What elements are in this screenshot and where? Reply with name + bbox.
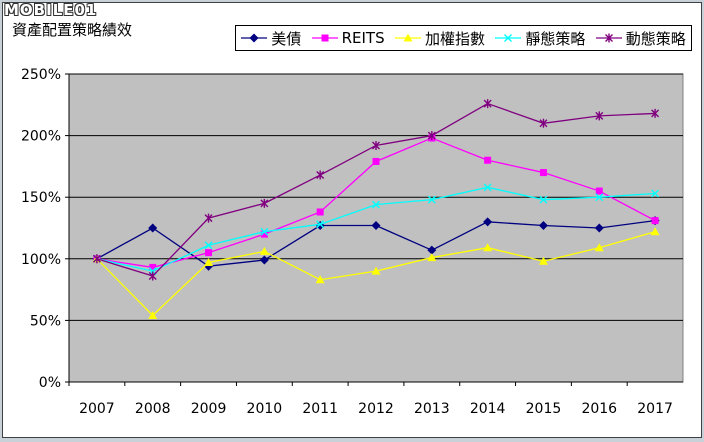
data-point bbox=[205, 249, 213, 257]
x-tick-label: 2012 bbox=[358, 401, 394, 417]
data-point bbox=[372, 140, 380, 150]
data-point bbox=[204, 213, 213, 223]
x-tick-label: 2015 bbox=[526, 401, 562, 417]
data-point bbox=[260, 198, 269, 208]
data-point bbox=[484, 156, 492, 164]
data-point bbox=[260, 230, 268, 238]
x-tick-label: 2009 bbox=[191, 401, 227, 417]
chart-title: 資產配置策略績效 bbox=[12, 21, 133, 39]
data-point bbox=[483, 99, 492, 109]
watermark-logo: MOBILE01 bbox=[4, 1, 98, 19]
data-point bbox=[148, 310, 158, 319]
data-point bbox=[204, 257, 214, 266]
chart-legend: 美債 REITS 加權指數 靜態策略 動態策略 bbox=[235, 25, 692, 51]
data-point bbox=[259, 255, 269, 265]
data-point bbox=[483, 183, 492, 192]
data-point bbox=[371, 266, 381, 275]
legend-swatch bbox=[241, 33, 268, 43]
data-point bbox=[371, 221, 381, 231]
data-point bbox=[249, 33, 259, 43]
legend-swatch bbox=[311, 34, 338, 42]
y-tick-label: 50% bbox=[30, 313, 61, 329]
data-point bbox=[538, 221, 548, 231]
legend-swatch bbox=[495, 34, 522, 42]
data-point bbox=[539, 169, 547, 177]
data-point bbox=[148, 223, 158, 233]
data-point bbox=[259, 246, 269, 255]
x-tick-label: 2010 bbox=[247, 401, 283, 417]
data-point bbox=[149, 263, 157, 271]
legend-label: 靜態策略 bbox=[525, 29, 586, 48]
legend-item: 動態策略 bbox=[595, 28, 686, 49]
legend-label: 美債 bbox=[271, 29, 302, 48]
data-point bbox=[595, 187, 603, 195]
data-point bbox=[604, 33, 613, 43]
data-point bbox=[539, 195, 548, 204]
data-point bbox=[483, 243, 493, 252]
data-point bbox=[316, 170, 325, 180]
data-point bbox=[321, 34, 329, 42]
data-point bbox=[504, 34, 513, 42]
data-point bbox=[538, 256, 548, 265]
y-tick-label: 150% bbox=[21, 190, 61, 206]
data-point bbox=[427, 131, 436, 141]
data-point bbox=[483, 217, 493, 227]
data-point bbox=[595, 193, 604, 202]
data-point bbox=[315, 275, 325, 284]
x-tick-label: 2014 bbox=[470, 401, 506, 417]
data-point bbox=[594, 243, 604, 252]
data-point bbox=[204, 241, 213, 250]
legend-swatch bbox=[595, 33, 622, 43]
data-point bbox=[92, 254, 101, 264]
data-point bbox=[403, 33, 413, 42]
data-point bbox=[595, 111, 604, 121]
legend-item: 靜態策略 bbox=[495, 28, 585, 49]
legend-label: 動態策略 bbox=[625, 29, 686, 48]
y-tick-label: 250% bbox=[21, 67, 61, 83]
data-point bbox=[427, 245, 437, 255]
x-tick-label: 2017 bbox=[637, 401, 673, 417]
data-point bbox=[651, 217, 659, 225]
data-point bbox=[651, 108, 660, 118]
data-point bbox=[316, 208, 324, 216]
y-tick-label: 200% bbox=[21, 129, 61, 145]
x-tick-label: 2007 bbox=[79, 401, 115, 417]
y-tick-label: 100% bbox=[21, 252, 61, 268]
x-tick-label: 2013 bbox=[414, 401, 450, 417]
data-point bbox=[372, 200, 380, 209]
data-point bbox=[650, 227, 660, 236]
data-point bbox=[594, 223, 604, 233]
data-point bbox=[427, 253, 437, 262]
y-tick-label: 0% bbox=[39, 375, 61, 391]
legend-item: 加權指數 bbox=[394, 28, 485, 49]
data-point bbox=[651, 189, 660, 198]
data-point bbox=[372, 157, 380, 165]
legend-item: 美債 bbox=[241, 28, 301, 49]
legend-label: REITS bbox=[341, 29, 385, 47]
legend-label: 加權指數 bbox=[424, 29, 485, 48]
data-point bbox=[260, 227, 269, 236]
x-tick-label: 2008 bbox=[135, 401, 171, 417]
data-point bbox=[539, 118, 548, 128]
data-point bbox=[316, 220, 325, 229]
legend-item: REITS bbox=[311, 29, 385, 47]
x-tick-label: 2016 bbox=[581, 401, 617, 417]
data-point bbox=[427, 195, 436, 204]
legend-swatch bbox=[394, 33, 421, 42]
x-tick-label: 2011 bbox=[302, 401, 338, 417]
data-point bbox=[148, 271, 157, 281]
